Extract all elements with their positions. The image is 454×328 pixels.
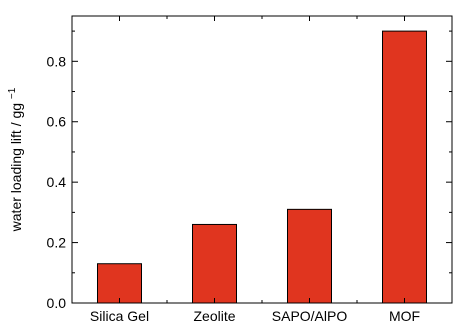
y-axis-title-exponent: −1 [7, 87, 18, 99]
bar [287, 208, 332, 304]
x-tick-label: MOF [389, 308, 420, 324]
bar [382, 30, 427, 304]
y-axis-title-text: water loading lift / gg [8, 103, 24, 232]
x-tick-label: SAPO/AlPO [272, 308, 348, 324]
y-tick-label: 0.2 [47, 235, 67, 251]
bar [97, 263, 142, 304]
bar [192, 223, 237, 304]
x-tick-label: Zeolite [193, 308, 235, 324]
x-tick-label: Silica Gel [90, 308, 149, 324]
y-axis-title: water loading lift / gg −1 [7, 87, 24, 232]
y-tick-label: 0.4 [47, 174, 67, 190]
y-tick-label: 0.8 [47, 53, 67, 69]
y-tick-label: 0.6 [47, 114, 67, 130]
y-tick-label: 0.0 [47, 295, 67, 311]
